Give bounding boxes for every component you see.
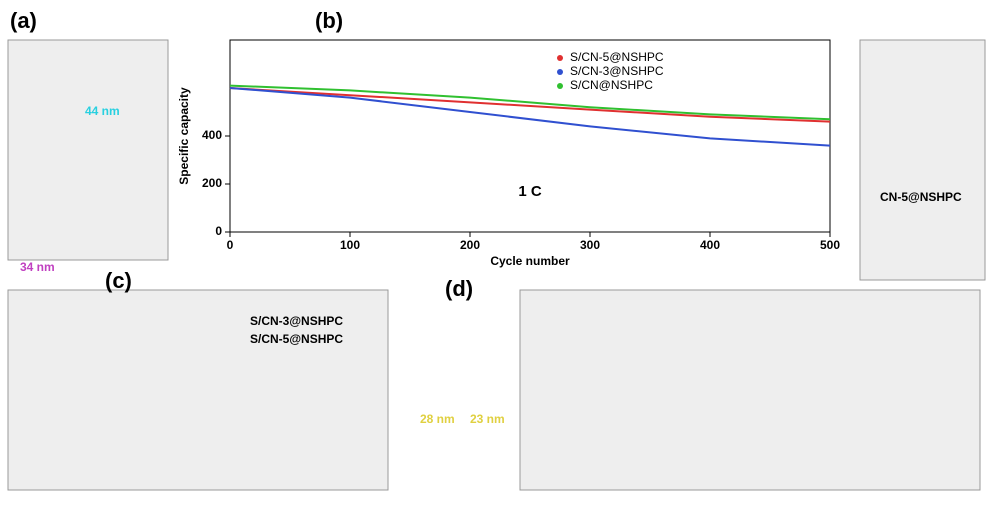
annotation: 23 nm [470, 412, 505, 426]
image-panel-a [8, 40, 168, 260]
x-tick-label: 500 [820, 238, 840, 252]
x-tick-label: 100 [340, 238, 360, 252]
x-tick-label: 300 [580, 238, 600, 252]
panel-label: (a) [10, 8, 37, 33]
series-line [230, 88, 830, 146]
x-tick-label: 400 [700, 238, 720, 252]
y-tick-label: 200 [202, 176, 222, 190]
annotation: 34 nm [20, 260, 55, 274]
histogram-panel [860, 40, 985, 280]
legend-marker [557, 83, 563, 89]
image-panel-d [520, 290, 980, 490]
legend-label: S/CN@NSHPC [570, 78, 653, 92]
x-tick-label: 200 [460, 238, 480, 252]
annotation: CN-5@NSHPC [880, 190, 962, 204]
plot-frame [230, 40, 830, 232]
x-axis-label: Cycle number [490, 254, 570, 268]
legend-marker [557, 55, 563, 61]
series-line [230, 86, 830, 120]
legend-label: S/CN-3@NSHPC [570, 64, 664, 78]
legend-label: S/CN-5@NSHPC [570, 50, 664, 64]
panel-label: (d) [445, 276, 473, 301]
annotation: 44 nm [85, 104, 120, 118]
legend-marker [557, 69, 563, 75]
figure: (a) (b) (c) (d) 44 nm 34 nm 28 nm 23 nm CN-5@NSH… [0, 0, 993, 521]
panel-label: (b) [315, 8, 343, 33]
annotation: S/CN-3@NSHPC [250, 314, 343, 328]
annotation: S/CN-5@NSHPC [250, 332, 343, 346]
annotation: 28 nm [420, 412, 455, 426]
panel-label: (c) [105, 268, 132, 293]
x-tick-label: 0 [227, 238, 234, 252]
y-axis-label: Specific capacity [177, 87, 191, 185]
annotation: 1 C [518, 183, 542, 200]
y-tick-label: 400 [202, 128, 222, 142]
y-tick-label: 0 [215, 224, 222, 238]
